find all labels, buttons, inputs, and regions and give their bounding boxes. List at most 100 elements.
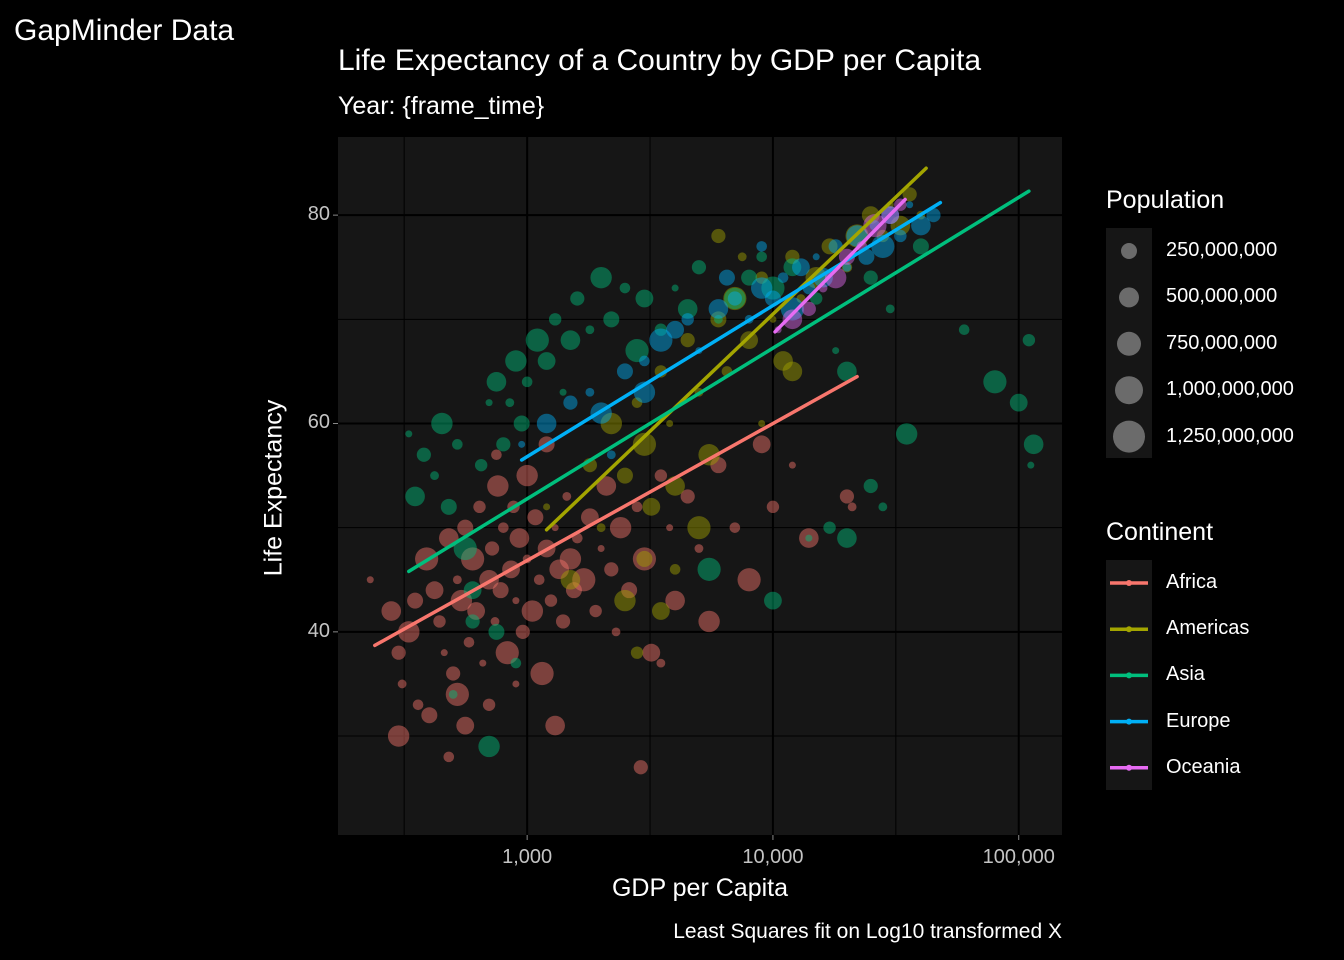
data-point-africa: [495, 641, 519, 665]
data-point-asia: [474, 458, 488, 472]
continent-legend-dot: [1126, 580, 1132, 586]
data-point-africa: [484, 541, 500, 556]
data-point-africa: [527, 509, 544, 526]
data-point-asia: [488, 623, 505, 640]
data-point-africa: [463, 636, 475, 648]
data-point-africa: [710, 457, 727, 474]
data-point-africa: [398, 621, 420, 643]
data-point-africa: [440, 649, 448, 657]
data-point-africa: [521, 600, 544, 622]
data-point-europe: [649, 328, 673, 352]
data-point-americas: [687, 516, 711, 540]
data-point-africa: [799, 528, 819, 548]
data-point-asia: [983, 370, 1007, 394]
data-point-asia: [837, 528, 857, 548]
data-point-asia: [895, 423, 918, 445]
data-point-africa: [407, 592, 424, 609]
data-point-americas: [782, 361, 803, 382]
data-point-europe: [926, 208, 941, 223]
data-point-africa: [572, 568, 596, 592]
data-point-asia: [431, 412, 453, 435]
data-point-europe: [858, 248, 875, 265]
data-point-europe: [708, 299, 729, 319]
data-point-africa: [788, 461, 796, 469]
data-point-americas: [785, 249, 800, 264]
data-point-europe: [842, 262, 852, 272]
data-point-asia: [405, 430, 413, 438]
data-point-europe: [750, 277, 773, 299]
data-point-africa: [656, 658, 666, 668]
chart-subtitle: Year: {frame_time}: [338, 92, 545, 120]
data-point-asia: [697, 557, 721, 581]
data-point-americas: [821, 238, 838, 255]
y-tick-label: 40: [307, 619, 330, 642]
data-point-africa: [609, 516, 632, 539]
data-point-africa: [621, 582, 638, 599]
data-point-africa: [515, 624, 530, 639]
data-point-americas: [737, 252, 747, 262]
data-point-africa: [473, 500, 486, 514]
data-point-europe: [563, 395, 578, 410]
data-point-asia: [863, 478, 878, 494]
data-point-africa: [530, 661, 554, 686]
data-point-americas: [543, 503, 551, 511]
data-point-africa: [680, 489, 695, 504]
data-point-europe: [812, 253, 820, 261]
data-point-europe: [606, 450, 616, 460]
data-point-americas: [841, 261, 853, 273]
data-point-africa: [597, 545, 605, 553]
data-point-europe: [666, 320, 685, 339]
data-point-asia: [823, 521, 836, 534]
data-point-europe: [894, 229, 907, 243]
data-point-asia: [465, 614, 480, 629]
data-point-asia: [1022, 333, 1036, 347]
population-legend-title: Population: [1106, 186, 1225, 214]
data-point-americas: [755, 271, 768, 284]
data-point-asia: [560, 330, 581, 350]
data-point-asia: [619, 282, 631, 294]
data-point-africa: [604, 562, 619, 577]
data-point-asia: [1023, 434, 1044, 455]
data-point-africa: [492, 582, 509, 599]
y-axis-label: Life Expectancy: [259, 399, 288, 577]
data-point-asia: [416, 447, 431, 462]
data-point-americas: [616, 467, 633, 484]
data-point-africa: [445, 682, 469, 706]
data-point-africa: [555, 614, 571, 629]
data-point-asia: [837, 361, 857, 382]
continent-legend-label-europe: Europe: [1166, 709, 1231, 732]
x-tick-label: 100,000: [982, 846, 1055, 868]
data-point-asia: [724, 287, 746, 310]
data-point-africa: [839, 489, 855, 504]
data-point-europe: [911, 215, 931, 236]
data-point-africa: [509, 528, 530, 548]
plot-panel: [338, 137, 1062, 835]
data-point-asia: [625, 338, 649, 363]
data-point-africa: [632, 547, 657, 571]
data-point-africa: [487, 475, 509, 497]
data-point-europe: [518, 440, 526, 448]
data-point-asia: [513, 415, 530, 432]
data-point-africa: [631, 501, 643, 513]
data-point-asia: [510, 657, 522, 669]
data-point-asia: [448, 689, 458, 699]
data-point-africa: [391, 645, 406, 660]
data-point-africa: [467, 602, 486, 620]
data-point-asia: [486, 372, 507, 392]
data-point-africa: [737, 568, 761, 592]
data-point-asia: [756, 251, 767, 263]
data-point-africa: [490, 617, 500, 626]
data-point-americas: [596, 523, 606, 533]
continent-legend-dot: [1126, 764, 1132, 771]
data-point-americas: [636, 550, 653, 567]
data-point-africa: [611, 627, 621, 637]
data-point-asia: [741, 269, 758, 286]
chart-caption: Least Squares fit on Log10 transformed X: [673, 920, 1062, 943]
data-point-africa: [446, 666, 461, 681]
data-point-americas: [773, 351, 793, 371]
data-point-asia: [912, 238, 929, 255]
data-point-asia: [863, 270, 878, 285]
data-point-europe: [906, 201, 914, 209]
data-point-africa: [482, 698, 496, 711]
